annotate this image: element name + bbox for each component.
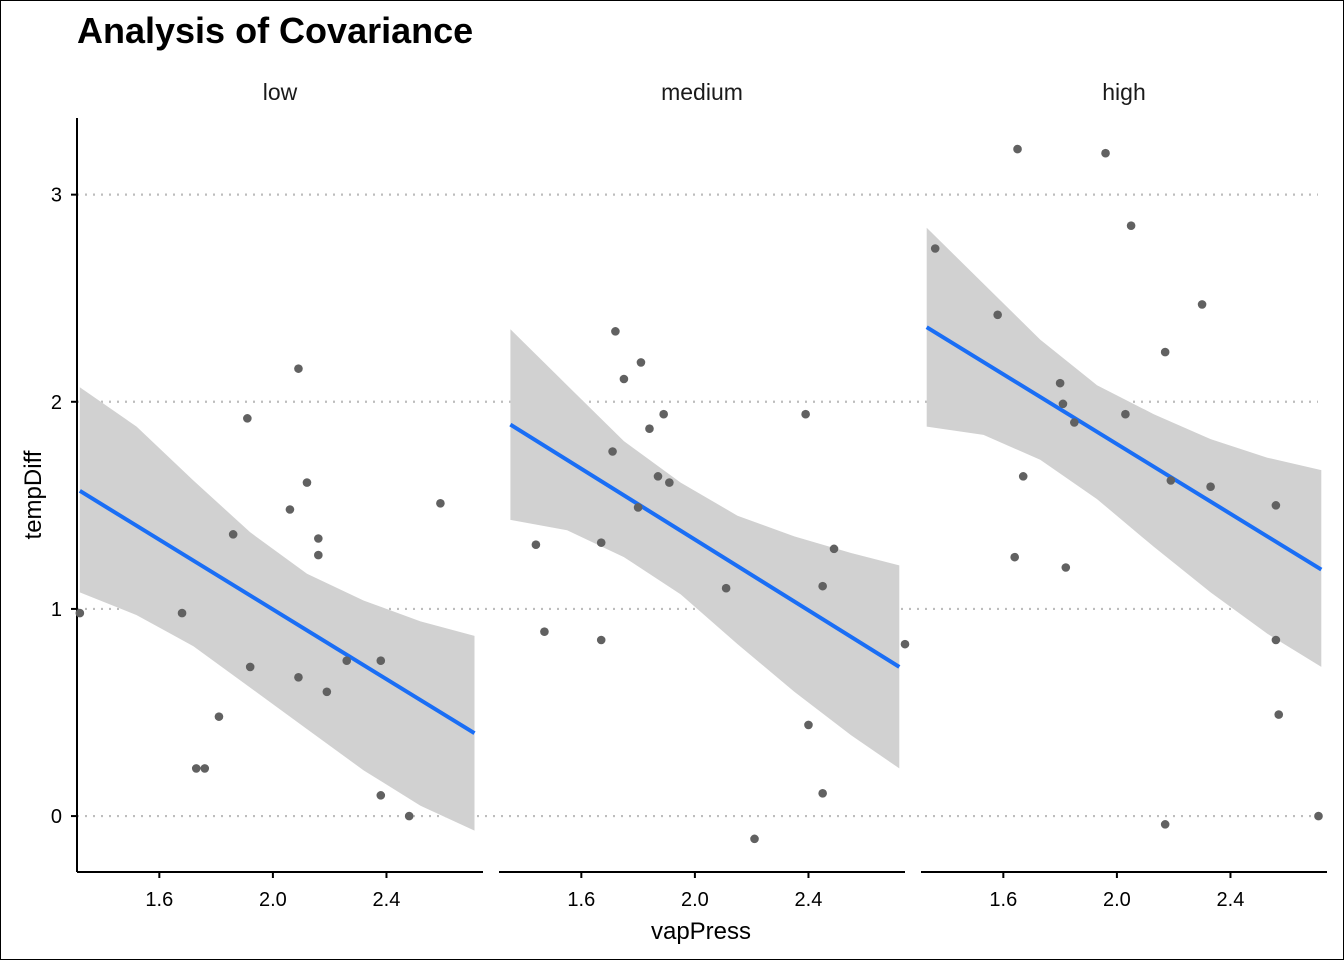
fit-line-low: [78, 489, 476, 735]
data-point: [285, 505, 295, 514]
data-point: [1055, 378, 1065, 388]
data-point: [1271, 635, 1281, 645]
fit-line-medium: [509, 422, 901, 669]
x-tick-label: 1.6: [145, 889, 173, 911]
x-tick-label: 2.4: [1217, 889, 1245, 911]
data-point: [1206, 482, 1215, 492]
data-point: [1271, 501, 1281, 510]
x-tick-label: 2.4: [795, 889, 823, 911]
data-point: [665, 478, 674, 487]
data-point: [801, 409, 810, 419]
data-point: [818, 788, 827, 798]
y-tick-label: 2: [51, 392, 62, 414]
data-point: [294, 364, 303, 373]
data-point: [1121, 409, 1130, 419]
data-point: [721, 583, 731, 593]
y-tick-label: 1: [51, 599, 62, 621]
data-point: [245, 662, 255, 672]
data-point: [191, 764, 201, 773]
data-point: [659, 409, 668, 419]
data-point: [596, 538, 606, 547]
data-point: [314, 550, 323, 560]
data-point: [818, 581, 827, 591]
data-point: [376, 656, 386, 666]
data-point: [750, 834, 759, 844]
data-point: [200, 764, 210, 773]
data-point: [228, 530, 238, 539]
data-point: [302, 478, 312, 487]
data-point: [1058, 399, 1068, 409]
data-point: [531, 540, 541, 550]
data-point: [1274, 710, 1284, 719]
x-tick-label: 1.6: [567, 889, 595, 911]
data-point: [1197, 300, 1207, 309]
data-point: [900, 639, 910, 649]
fit-line-high: [925, 325, 1323, 572]
data-point: [1013, 144, 1022, 154]
data-point: [636, 358, 646, 367]
data-point: [611, 327, 620, 336]
chart-title: Analysis of Covariance: [77, 10, 474, 51]
data-point: [608, 447, 617, 456]
data-point: [342, 656, 352, 666]
data-point: [1166, 476, 1176, 485]
data-point: [804, 720, 813, 730]
confidence-ribbon-medium: [510, 329, 900, 769]
data-point: [1070, 418, 1079, 427]
data-point: [930, 244, 940, 253]
data-point: [294, 672, 303, 682]
data-point: [645, 424, 654, 434]
data-point: [177, 608, 187, 618]
data-point: [1061, 563, 1071, 572]
data-point: [75, 608, 85, 618]
data-point: [314, 534, 323, 543]
y-axis-title: tempDiff: [20, 450, 47, 539]
data-point: [540, 627, 549, 637]
data-point: [829, 544, 839, 554]
confidence-ribbon-low: [79, 387, 475, 831]
x-tick-label: 2.0: [681, 889, 709, 911]
data-point: [1010, 552, 1019, 562]
data-point: [436, 498, 445, 508]
data-point: [214, 712, 224, 721]
x-tick-label: 2.0: [1103, 889, 1131, 911]
data-point: [376, 791, 386, 800]
data-point: [653, 472, 663, 481]
data-point: [1126, 221, 1136, 231]
y-tick-label: 0: [51, 806, 62, 828]
facet-label-high: high: [1102, 79, 1145, 105]
data-point: [1160, 820, 1170, 829]
facet-label-low: low: [263, 79, 298, 105]
y-tick-label: 3: [51, 185, 62, 207]
x-tick-label: 2.4: [373, 889, 401, 911]
data-point: [243, 414, 252, 423]
data-point: [1160, 347, 1170, 357]
x-tick-label: 1.6: [989, 889, 1017, 911]
data-point: [404, 811, 414, 821]
x-tick-label: 2.0: [259, 889, 287, 911]
x-axis-title: vapPress: [651, 918, 751, 945]
data-point: [633, 503, 643, 512]
data-point: [1018, 472, 1028, 481]
data-point: [993, 310, 1002, 320]
data-point: [596, 635, 606, 645]
facet-label-medium: medium: [661, 79, 743, 105]
data-point: [1314, 811, 1323, 821]
data-point: [322, 687, 332, 697]
data-point: [1101, 148, 1110, 158]
data-point: [619, 374, 629, 384]
